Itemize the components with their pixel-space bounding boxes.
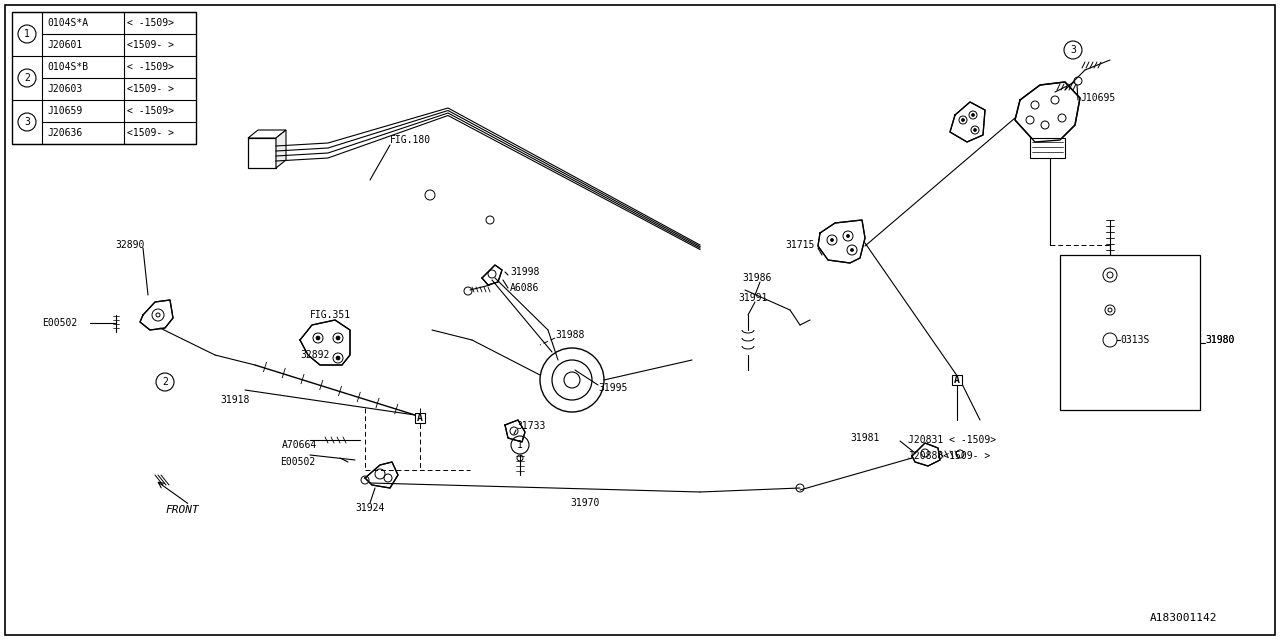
Polygon shape — [1015, 82, 1080, 142]
Text: FRONT: FRONT — [165, 505, 198, 515]
Text: FIG.351: FIG.351 — [310, 310, 351, 320]
Bar — [1060, 255, 1201, 410]
Circle shape — [831, 239, 833, 241]
Text: 31998: 31998 — [509, 267, 539, 277]
Text: 31970: 31970 — [570, 498, 599, 508]
Text: E00502: E00502 — [42, 318, 77, 328]
Text: 1: 1 — [517, 440, 524, 450]
Circle shape — [850, 248, 854, 252]
Text: 31991: 31991 — [739, 293, 768, 303]
Text: A70664: A70664 — [282, 440, 317, 450]
Text: 31986: 31986 — [742, 273, 772, 283]
Text: 31733: 31733 — [516, 421, 545, 431]
Circle shape — [564, 372, 580, 388]
Text: 3: 3 — [1070, 45, 1076, 55]
Text: FIG.180: FIG.180 — [390, 135, 431, 145]
Text: 1: 1 — [24, 29, 29, 39]
Text: 31981: 31981 — [850, 433, 879, 443]
Text: A183001142: A183001142 — [1149, 613, 1217, 623]
Text: J20603: J20603 — [47, 84, 82, 94]
Text: J20831 < -1509>: J20831 < -1509> — [908, 435, 996, 445]
Circle shape — [540, 348, 604, 412]
Text: J20601: J20601 — [47, 40, 82, 50]
Text: 31715: 31715 — [785, 240, 814, 250]
Text: E00502: E00502 — [280, 457, 315, 467]
Polygon shape — [506, 420, 525, 442]
Bar — [12, 12, 196, 144]
Circle shape — [335, 336, 340, 340]
Text: 3: 3 — [24, 117, 29, 127]
Circle shape — [961, 118, 965, 122]
Text: 31980: 31980 — [1204, 335, 1234, 345]
Text: A: A — [954, 375, 960, 385]
Circle shape — [846, 234, 850, 237]
Circle shape — [316, 336, 320, 340]
Text: 31988: 31988 — [556, 330, 585, 340]
Text: 31918: 31918 — [220, 395, 250, 405]
Text: J20888<1509- >: J20888<1509- > — [908, 451, 991, 461]
Text: 31995: 31995 — [598, 383, 627, 393]
Text: A: A — [417, 413, 422, 423]
Polygon shape — [950, 102, 986, 142]
Text: < -1509>: < -1509> — [127, 106, 174, 116]
Bar — [1030, 138, 1065, 158]
Text: 2: 2 — [24, 73, 29, 83]
Polygon shape — [911, 443, 940, 466]
Text: J20636: J20636 — [47, 128, 82, 138]
Text: 0104S*B: 0104S*B — [47, 62, 88, 72]
Text: <1509- >: <1509- > — [127, 84, 174, 94]
Circle shape — [335, 356, 340, 360]
Text: 2: 2 — [163, 377, 168, 387]
Text: <1509- >: <1509- > — [127, 40, 174, 50]
Text: J10659: J10659 — [47, 106, 82, 116]
Polygon shape — [365, 462, 398, 488]
Text: < -1509>: < -1509> — [127, 62, 174, 72]
Polygon shape — [140, 300, 173, 330]
Text: 0104S*A: 0104S*A — [47, 18, 88, 28]
Text: 31980: 31980 — [1204, 335, 1234, 345]
Polygon shape — [300, 320, 349, 365]
Text: J10695: J10695 — [1080, 93, 1115, 103]
Text: 32892: 32892 — [300, 350, 329, 360]
Bar — [952, 375, 963, 385]
Bar — [415, 413, 425, 423]
Text: 31924: 31924 — [356, 503, 385, 513]
Polygon shape — [248, 130, 285, 138]
Text: 32890: 32890 — [115, 240, 145, 250]
Polygon shape — [483, 265, 502, 285]
Text: < -1509>: < -1509> — [127, 18, 174, 28]
Polygon shape — [818, 220, 865, 263]
Polygon shape — [276, 130, 285, 168]
Bar — [248, 138, 276, 168]
Circle shape — [552, 360, 591, 400]
Text: <1509- >: <1509- > — [127, 128, 174, 138]
Circle shape — [972, 113, 974, 116]
Text: 0313S: 0313S — [1120, 335, 1149, 345]
Text: A6086: A6086 — [509, 283, 539, 293]
Circle shape — [974, 129, 977, 131]
